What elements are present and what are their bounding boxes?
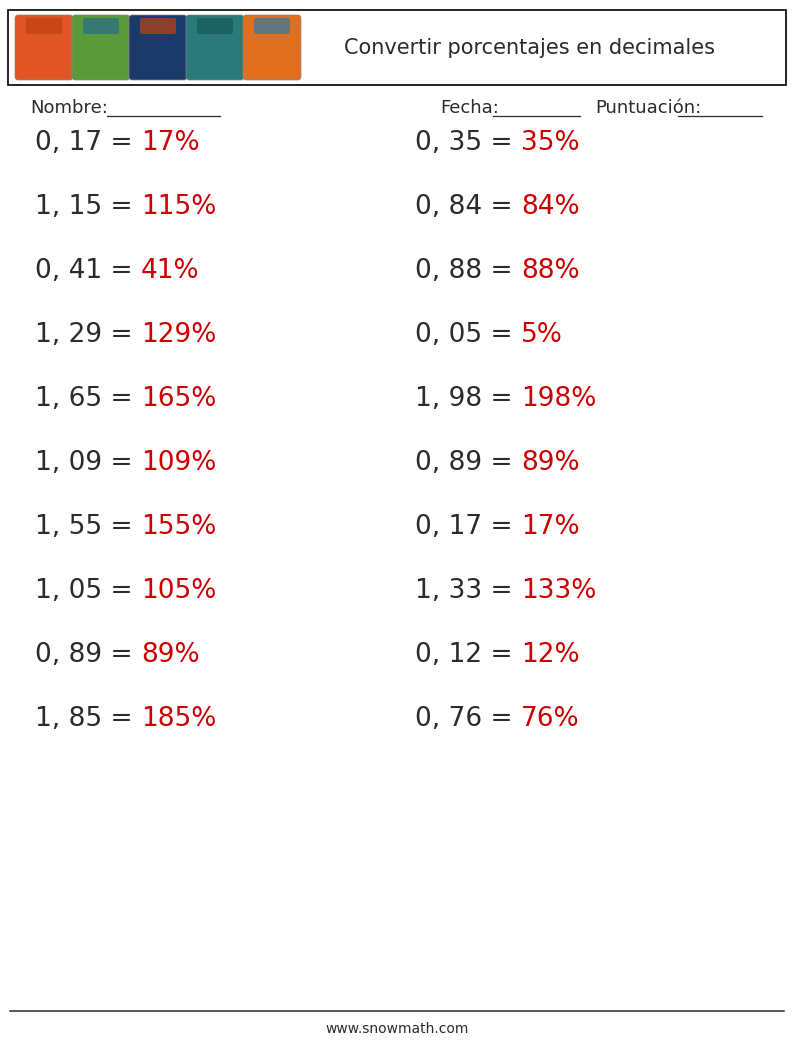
Text: 0, 89 =: 0, 89 = — [415, 450, 521, 476]
Text: 12%: 12% — [521, 642, 580, 668]
Text: Nombre:: Nombre: — [30, 99, 108, 117]
Text: 0, 35 =: 0, 35 = — [415, 130, 521, 156]
FancyBboxPatch shape — [243, 15, 301, 80]
Text: 1, 29 =: 1, 29 = — [35, 322, 141, 347]
Text: 5%: 5% — [521, 322, 563, 347]
Text: 133%: 133% — [521, 578, 596, 604]
FancyBboxPatch shape — [72, 15, 130, 80]
FancyBboxPatch shape — [129, 15, 187, 80]
Text: 198%: 198% — [521, 386, 596, 412]
Text: 84%: 84% — [521, 194, 580, 220]
Text: 1, 98 =: 1, 98 = — [415, 386, 521, 412]
Text: 109%: 109% — [141, 450, 216, 476]
FancyBboxPatch shape — [15, 15, 73, 80]
FancyBboxPatch shape — [26, 18, 62, 34]
Text: 76%: 76% — [521, 706, 580, 732]
FancyBboxPatch shape — [254, 18, 290, 34]
Text: 88%: 88% — [521, 258, 580, 284]
Text: 89%: 89% — [521, 450, 580, 476]
FancyBboxPatch shape — [140, 18, 176, 34]
Text: 1, 05 =: 1, 05 = — [35, 578, 141, 604]
Text: 0, 89 =: 0, 89 = — [35, 642, 141, 668]
Text: 35%: 35% — [521, 130, 580, 156]
Text: 1, 65 =: 1, 65 = — [35, 386, 141, 412]
Text: 1, 33 =: 1, 33 = — [415, 578, 521, 604]
Text: 1, 09 =: 1, 09 = — [35, 450, 141, 476]
Text: 89%: 89% — [141, 642, 199, 668]
Text: 17%: 17% — [141, 130, 199, 156]
Text: 0, 05 =: 0, 05 = — [415, 322, 521, 347]
Text: 0, 17 =: 0, 17 = — [415, 514, 521, 540]
FancyBboxPatch shape — [197, 18, 233, 34]
Text: 115%: 115% — [141, 194, 216, 220]
Text: 17%: 17% — [521, 514, 580, 540]
Text: 129%: 129% — [141, 322, 216, 347]
Text: 0, 84 =: 0, 84 = — [415, 194, 521, 220]
Text: 0, 76 =: 0, 76 = — [415, 706, 521, 732]
Text: 0, 17 =: 0, 17 = — [35, 130, 141, 156]
Text: 0, 12 =: 0, 12 = — [415, 642, 521, 668]
Text: Puntuación:: Puntuación: — [595, 99, 701, 117]
FancyBboxPatch shape — [83, 18, 119, 34]
Text: 41%: 41% — [141, 258, 199, 284]
Text: 105%: 105% — [141, 578, 216, 604]
Text: 165%: 165% — [141, 386, 216, 412]
Text: 155%: 155% — [141, 514, 216, 540]
Text: Fecha:: Fecha: — [440, 99, 499, 117]
Text: 185%: 185% — [141, 706, 216, 732]
Text: 1, 55 =: 1, 55 = — [35, 514, 141, 540]
Bar — [8, 9, 786, 85]
Text: 1, 85 =: 1, 85 = — [35, 706, 141, 732]
Text: Convertir porcentajes en decimales: Convertir porcentajes en decimales — [344, 38, 715, 58]
Text: 1, 15 =: 1, 15 = — [35, 194, 141, 220]
Text: 0, 41 =: 0, 41 = — [35, 258, 141, 284]
Text: 0, 88 =: 0, 88 = — [415, 258, 521, 284]
Text: www.snowmath.com: www.snowmath.com — [326, 1022, 468, 1036]
FancyBboxPatch shape — [186, 15, 244, 80]
